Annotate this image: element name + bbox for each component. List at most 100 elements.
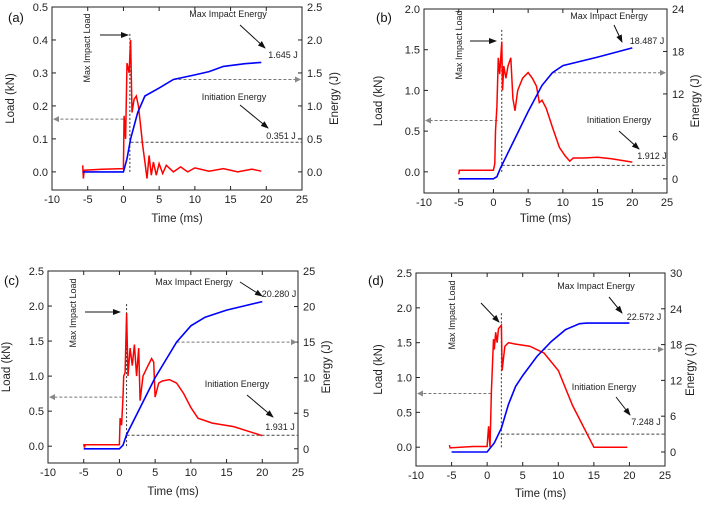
energy-series-line bbox=[458, 47, 633, 180]
x-tick-label: -5 bbox=[79, 467, 89, 479]
max-impact-energy-value: 1.645 J bbox=[268, 50, 298, 60]
y-tick-label: 0.5 bbox=[29, 406, 44, 418]
max-impact-energy-value: 22.572 J bbox=[627, 312, 662, 322]
x-tick-label: -10 bbox=[40, 467, 56, 479]
initiation-energy-arrow bbox=[239, 104, 269, 129]
max-impact-load-label: Max Impact Load bbox=[454, 10, 464, 79]
x-tick-label: 0 bbox=[116, 467, 122, 479]
y-axis-label: Load (kN) bbox=[373, 76, 385, 127]
y2-tick-label: 0 bbox=[670, 447, 676, 459]
x-tick-label: 10 bbox=[189, 194, 201, 206]
y2-tick-label: 24 bbox=[672, 4, 684, 16]
load-series-line bbox=[82, 312, 263, 448]
y-tick-label: 1.5 bbox=[405, 45, 420, 57]
panel-a: -10 -5 0 5 10 15 20 25 0.0 0.1 0.2 0.3 0.4 0.5 0.0 0.5 1… bbox=[5, 2, 341, 225]
y2-tick-label: 25 bbox=[303, 266, 315, 278]
y-tick-label: 2.0 bbox=[397, 303, 412, 315]
y2-tick-label: 18 bbox=[672, 46, 684, 58]
y-tick-label: 0.5 bbox=[405, 126, 420, 138]
y2-axis-label: Energy (J) bbox=[685, 343, 697, 396]
x-tick-label: 20 bbox=[623, 470, 635, 482]
x-axis-label: Time (ms) bbox=[151, 213, 202, 225]
x-tick-label: 20 bbox=[260, 194, 272, 206]
y2-tick-label: 12 bbox=[672, 89, 684, 101]
panel-b: -10 -5 0 5 10 15 20 25 0.0 0.5 1.0 1.5 2.0 0 6 12 18 24 Ti… bbox=[373, 4, 702, 225]
initiation-energy-label: Initiation Energy bbox=[205, 379, 270, 389]
load-series-line bbox=[448, 323, 628, 449]
x-tick-label: 15 bbox=[588, 470, 600, 482]
x-tick-label: 20 bbox=[256, 467, 268, 479]
load-series-line bbox=[81, 39, 262, 179]
initiation-energy-value: 1.912 J bbox=[637, 151, 667, 161]
initiation-energy-arrow bbox=[246, 394, 274, 418]
y-tick-label: 1.5 bbox=[29, 336, 44, 348]
panel-label: (a) bbox=[8, 10, 24, 25]
x-tick-label: -5 bbox=[454, 197, 464, 209]
y2-tick-label: 1.5 bbox=[307, 68, 322, 80]
y-tick-label: 2.5 bbox=[397, 268, 412, 280]
y-tick-label: 0.2 bbox=[33, 101, 48, 113]
load-series-line bbox=[457, 41, 633, 175]
y-tick-label: 0.0 bbox=[29, 441, 44, 453]
y-tick-label: 0.5 bbox=[33, 2, 48, 14]
y-tick-label: 2.5 bbox=[29, 266, 44, 278]
y2-tick-label: 5 bbox=[303, 408, 309, 420]
max-load-arrow bbox=[480, 302, 500, 323]
y-tick-label: 1.5 bbox=[397, 338, 412, 350]
y-tick-label: 1.0 bbox=[405, 85, 420, 97]
y2-tick-label: 6 bbox=[670, 411, 676, 423]
y2-tick-label: 15 bbox=[303, 337, 315, 349]
y2-tick-label: 10 bbox=[303, 373, 315, 385]
y-tick-label: 2.0 bbox=[29, 301, 44, 313]
x-tick-label: -5 bbox=[447, 470, 457, 482]
panel-label: (c) bbox=[4, 273, 19, 288]
max-energy-arrow bbox=[608, 296, 623, 314]
x-tick-label: 5 bbox=[525, 197, 531, 209]
y-tick-label: 0.5 bbox=[397, 407, 412, 419]
panel-d: -10 -5 0 5 10 15 20 25 0.0 0.5 1.0 1.5 2.0 2.5 0 6 12 18 2… bbox=[368, 268, 697, 500]
y-tick-label: 1.0 bbox=[397, 373, 412, 385]
x-tick-label: -10 bbox=[416, 197, 432, 209]
x-tick-label: 10 bbox=[557, 197, 569, 209]
y-axis-label: Load (kN) bbox=[5, 73, 17, 124]
max-impact-energy-value: 20.280 J bbox=[262, 289, 297, 299]
y-tick-label: 1.0 bbox=[29, 371, 44, 383]
y-tick-label: 0.3 bbox=[33, 68, 48, 80]
plot-frame bbox=[415, 272, 666, 467]
max-impact-load-label: Max Impact Load bbox=[82, 13, 92, 82]
y-tick-label: 0.0 bbox=[397, 442, 412, 454]
y2-axis-label: Energy (J) bbox=[329, 72, 341, 125]
y2-tick-label: 0 bbox=[672, 174, 678, 186]
max-energy-arrow bbox=[613, 24, 623, 43]
max-impact-energy-label: Max Impact Energy bbox=[189, 9, 267, 19]
max-impact-energy-label: Max Impact Energy bbox=[155, 277, 233, 287]
y-tick-label: 0.1 bbox=[33, 134, 48, 146]
y2-axis-label: Energy (J) bbox=[690, 74, 702, 127]
y2-tick-label: 18 bbox=[670, 340, 682, 352]
max-impact-load-label: Max Impact Load bbox=[68, 278, 78, 347]
initiation-energy-label: Initiation Energy bbox=[587, 115, 652, 125]
y2-tick-label: 2.5 bbox=[307, 2, 322, 14]
max-energy-arrow bbox=[239, 24, 266, 49]
x-tick-label: 5 bbox=[156, 194, 162, 206]
x-tick-label: 10 bbox=[185, 467, 197, 479]
x-tick-label: 0 bbox=[484, 470, 490, 482]
x-tick-label: 15 bbox=[224, 194, 236, 206]
initiation-energy-value: 1.931 J bbox=[265, 422, 295, 432]
y2-axis-label: Energy (J) bbox=[321, 340, 333, 393]
y2-tick-label: 20 bbox=[303, 302, 315, 314]
x-tick-label: 5 bbox=[152, 467, 158, 479]
energy-series-line bbox=[83, 300, 263, 450]
initiation-energy-arrow bbox=[615, 396, 631, 416]
max-impact-energy-label: Max Impact Energy bbox=[570, 11, 648, 21]
x-tick-label: 25 bbox=[296, 194, 308, 206]
x-tick-label: -10 bbox=[44, 194, 60, 206]
initiation-energy-label: Initiation Energy bbox=[572, 382, 637, 392]
y-tick-label: 0.0 bbox=[405, 167, 420, 179]
x-tick-label: 0 bbox=[120, 194, 126, 206]
x-tick-label: 25 bbox=[659, 470, 671, 482]
x-tick-label: -5 bbox=[83, 194, 93, 206]
max-energy-arrow bbox=[239, 281, 263, 297]
